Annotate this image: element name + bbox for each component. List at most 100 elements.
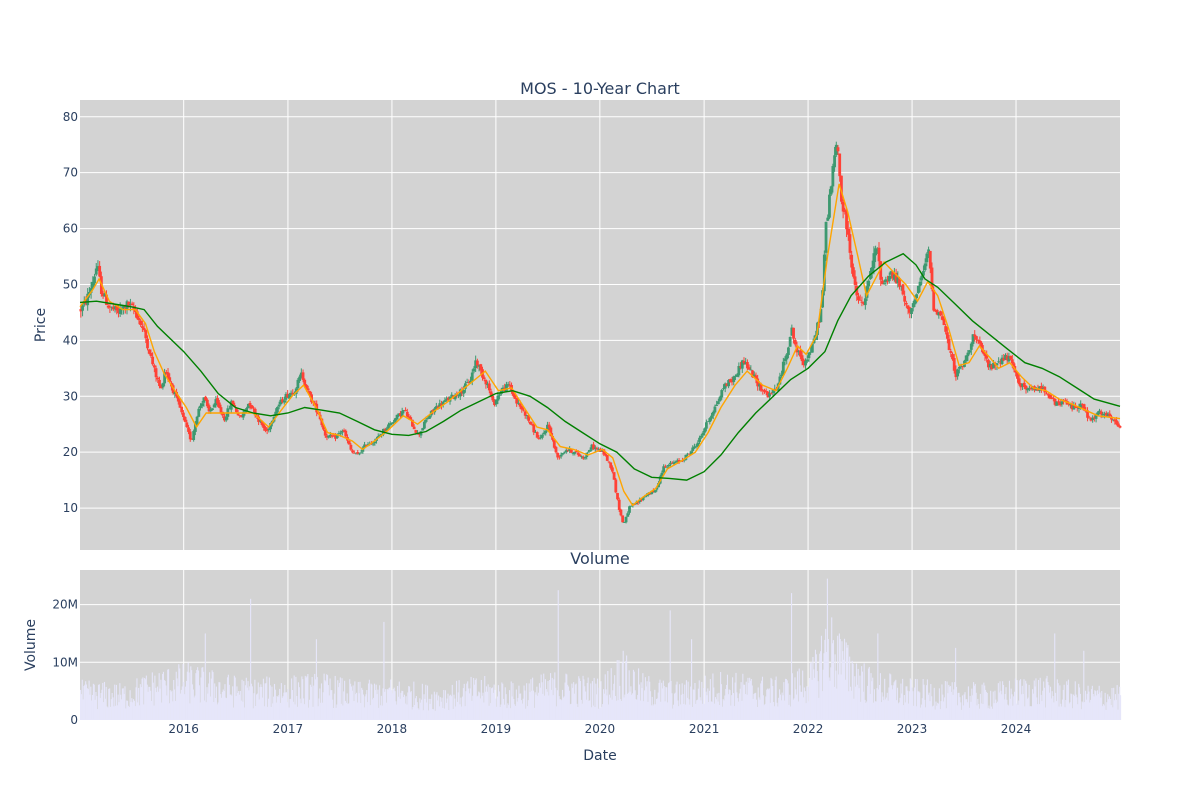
volume-bar: [80, 694, 82, 720]
volume-bar: [961, 709, 963, 720]
volume-bar: [1005, 687, 1007, 720]
volume-bar: [1074, 681, 1076, 720]
volume-bar: [796, 694, 798, 720]
candle-body: [867, 280, 871, 287]
volume-bar: [149, 686, 151, 720]
volume-bar: [753, 693, 755, 720]
volume-bar: [684, 684, 686, 720]
candle-body: [286, 393, 290, 398]
candle-body: [139, 320, 143, 326]
candle-body: [575, 451, 578, 453]
volume-bar: [255, 705, 257, 720]
volume-bar: [122, 688, 124, 720]
candle-body: [687, 453, 691, 455]
volume-bar: [926, 679, 928, 720]
volume-bar: [1070, 693, 1072, 720]
volume-bar: [503, 704, 505, 720]
volume-bar: [332, 707, 335, 720]
volume-y-axis-label: Volume: [23, 619, 39, 671]
volume-bar: [732, 677, 734, 720]
candle-body: [291, 392, 295, 395]
volume-bar: [541, 682, 543, 720]
volume-bar: [1078, 683, 1080, 720]
volume-bar: [1043, 681, 1045, 720]
volume-bar: [274, 689, 276, 720]
candle-body: [593, 447, 597, 449]
candle-body: [657, 483, 660, 488]
volume-bar: [896, 700, 898, 720]
candle-body: [493, 399, 496, 406]
candle-body: [622, 522, 626, 523]
volume-bar: [1067, 684, 1069, 720]
candle-body: [135, 311, 139, 319]
volume-bar: [422, 710, 424, 720]
candle-body: [260, 421, 264, 425]
volume-bar: [156, 686, 159, 720]
volume-bar: [291, 690, 294, 720]
volume-bar: [856, 684, 858, 720]
volume-bar: [706, 695, 708, 720]
volume-bar: [812, 656, 814, 720]
volume-bar: [609, 697, 611, 720]
candle-body: [313, 403, 317, 405]
volume-bar: [820, 651, 822, 720]
volume-bar: [792, 699, 794, 720]
volume-bar: [424, 698, 426, 720]
volume-bar: [732, 693, 734, 720]
volume-bar: [777, 706, 779, 720]
volume-bar: [443, 690, 445, 720]
volume-bar: [1091, 685, 1093, 720]
volume-bar: [605, 689, 607, 720]
volume-bar: [1058, 706, 1060, 720]
volume-bar: [555, 687, 557, 720]
volume-bar: [900, 683, 902, 720]
candle-body: [400, 411, 404, 417]
volume-bar: [849, 656, 851, 720]
volume-bar: [403, 696, 405, 720]
candle-body: [597, 448, 601, 450]
candle-body: [127, 301, 131, 306]
candle-body: [983, 353, 987, 356]
candle-body: [182, 412, 185, 417]
volume-bar: [771, 679, 773, 720]
candle-body: [364, 444, 368, 446]
volume-bar: [251, 686, 253, 720]
volume-bar: [795, 689, 797, 720]
volume-bar: [486, 691, 488, 720]
volume-bar: [127, 700, 129, 720]
volume-bar: [710, 701, 712, 720]
candle-body: [245, 407, 249, 412]
volume-bar: [822, 669, 824, 720]
candle-body: [1096, 412, 1100, 416]
candle-body: [219, 407, 223, 413]
candle-body: [669, 462, 672, 465]
volume-bar: [701, 681, 703, 720]
volume-bar: [690, 686, 692, 720]
candle-body: [103, 293, 107, 297]
volume-bar: [588, 701, 590, 720]
volume-bar: [775, 676, 777, 720]
candle-body: [197, 408, 201, 417]
volume-bar: [1093, 696, 1095, 720]
volume-bar: [944, 681, 946, 720]
volume-bar: [218, 682, 220, 720]
volume-bar: [948, 684, 950, 720]
volume-bar: [908, 691, 911, 720]
volume-bar: [708, 690, 711, 720]
volume-bar: [835, 670, 837, 720]
candle-body: [694, 446, 698, 447]
candle-body: [1048, 394, 1052, 399]
volume-bar: [921, 698, 923, 720]
candle-body: [214, 399, 218, 406]
volume-bar: [191, 670, 193, 720]
volume-bar: [229, 694, 231, 720]
candle-body: [253, 408, 257, 416]
volume-bar: [288, 707, 290, 720]
volume-bar: [1034, 686, 1036, 720]
volume-bar: [347, 704, 349, 720]
volume-bar: [501, 682, 503, 720]
volume-bar: [1028, 684, 1030, 720]
candle-body: [1099, 411, 1103, 415]
volume-bar: [720, 671, 722, 720]
volume-bar: [144, 678, 146, 720]
